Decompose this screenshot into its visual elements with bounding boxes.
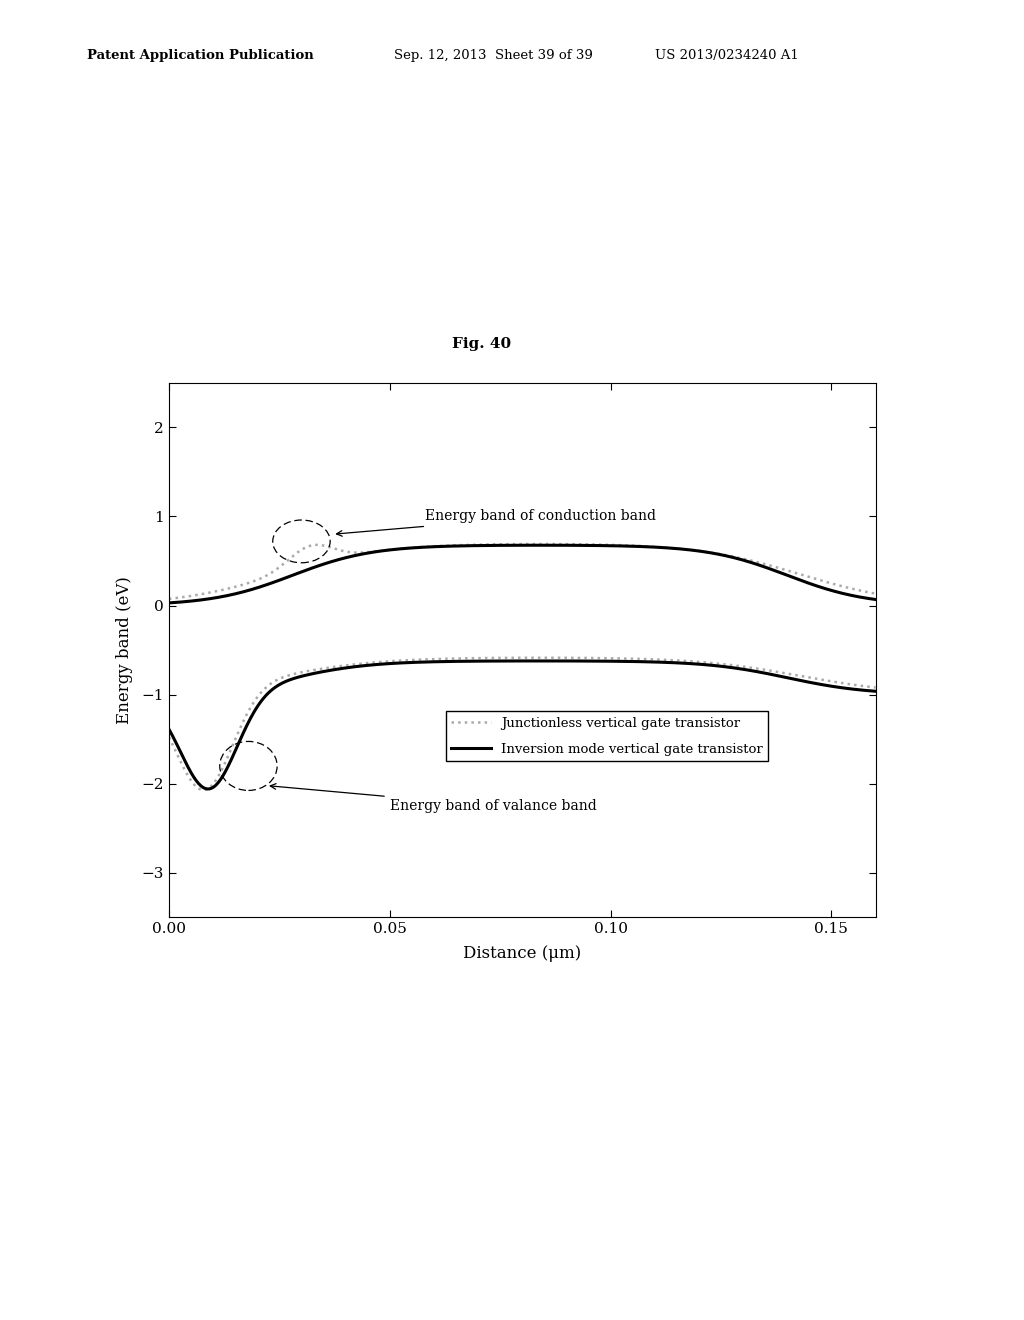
Y-axis label: Energy band (eV): Energy band (eV) bbox=[117, 576, 133, 725]
Junctionless vertical gate transistor bbox=[636, 539, 648, 554]
Junctionless vertical gate transistor bbox=[482, 536, 495, 552]
Text: Sep. 12, 2013  Sheet 39 of 39: Sep. 12, 2013 Sheet 39 of 39 bbox=[394, 49, 593, 62]
Junctionless vertical gate transistor bbox=[288, 548, 300, 564]
Junctionless vertical gate transistor bbox=[163, 591, 175, 607]
Inversion mode vertical gate transistor bbox=[163, 595, 175, 611]
Junctionless vertical gate transistor bbox=[534, 536, 546, 552]
Inversion mode vertical gate transistor bbox=[534, 537, 546, 553]
Text: Energy band of valance band: Energy band of valance band bbox=[270, 784, 597, 813]
Junctionless vertical gate transistor bbox=[869, 586, 882, 602]
Line: Junctionless vertical gate transistor: Junctionless vertical gate transistor bbox=[169, 544, 876, 599]
Text: Patent Application Publication: Patent Application Publication bbox=[87, 49, 313, 62]
Junctionless vertical gate transistor bbox=[344, 544, 356, 560]
Text: Fig. 40: Fig. 40 bbox=[452, 337, 511, 351]
Text: Energy band of conduction band: Energy band of conduction band bbox=[337, 510, 656, 536]
Junctionless vertical gate transistor bbox=[696, 544, 709, 560]
Junctionless vertical gate transistor bbox=[581, 536, 593, 552]
Inversion mode vertical gate transistor bbox=[581, 537, 593, 553]
X-axis label: Distance (μm): Distance (μm) bbox=[463, 945, 582, 961]
Inversion mode vertical gate transistor bbox=[636, 539, 648, 554]
Text: US 2013/0234240 A1: US 2013/0234240 A1 bbox=[655, 49, 799, 62]
Inversion mode vertical gate transistor bbox=[344, 549, 356, 565]
Inversion mode vertical gate transistor bbox=[869, 591, 882, 607]
Legend: Junctionless vertical gate transistor, Inversion mode vertical gate transistor: Junctionless vertical gate transistor, I… bbox=[445, 711, 768, 762]
Line: Inversion mode vertical gate transistor: Inversion mode vertical gate transistor bbox=[169, 545, 876, 603]
Inversion mode vertical gate transistor bbox=[482, 537, 495, 553]
Inversion mode vertical gate transistor bbox=[288, 566, 300, 582]
Inversion mode vertical gate transistor bbox=[696, 544, 709, 560]
